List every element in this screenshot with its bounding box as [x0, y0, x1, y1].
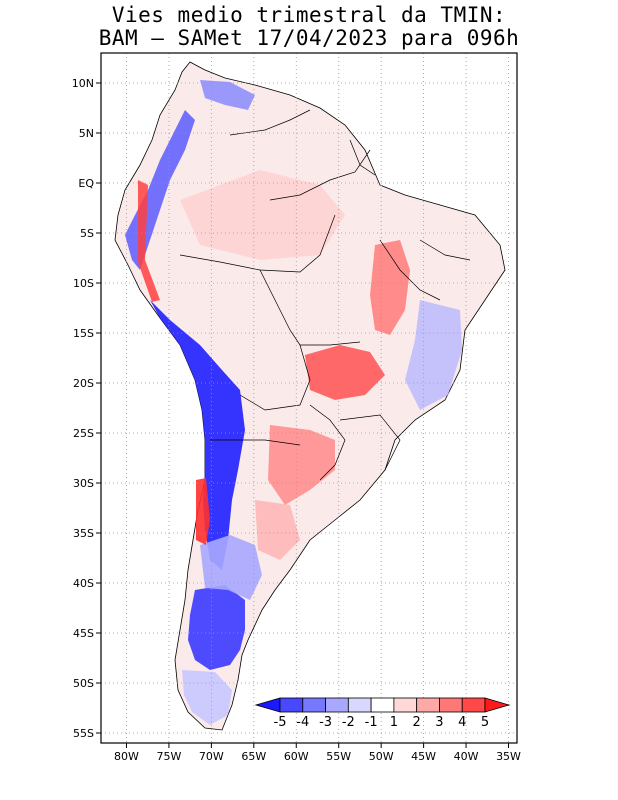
- lat-tick-label: 30S: [73, 477, 94, 490]
- colorbar-swatch: [347, 697, 372, 713]
- lat-tick-label: 20S: [73, 377, 94, 390]
- patagonia-blue: [188, 585, 245, 670]
- lon-tick-label: 65W: [241, 750, 266, 763]
- chile-red-strip: [196, 478, 210, 545]
- amazon-light-pink: [180, 170, 345, 260]
- map-title-line1: Vies medio trimestral da TMIN:: [111, 3, 507, 27]
- lat-tick-label: 25S: [73, 427, 94, 440]
- colorbar-swatch: [439, 697, 463, 713]
- andes-red-strip: [138, 180, 160, 302]
- lat-tick-label: 5S: [80, 227, 94, 240]
- colorbar-level-label: 1: [390, 715, 398, 730]
- colorbar-swatch: [461, 697, 486, 713]
- lon-tick-label: 60W: [284, 750, 309, 763]
- lat-tick-label: 35S: [73, 527, 94, 540]
- colorbar-level-label: 5: [481, 715, 489, 730]
- colorbar-level-label: 2: [413, 715, 421, 730]
- lat-tick-label: 10S: [73, 277, 94, 290]
- colorbar-swatch: [393, 697, 418, 713]
- map-title-line2: BAM – SAMet 17/04/2023 para 096h: [98, 26, 520, 50]
- northeast-positive-bias: [370, 240, 410, 335]
- lon-tick-label: 70W: [199, 750, 224, 763]
- lat-tick-label: 5N: [79, 127, 94, 140]
- lat-tick-label: 15S: [73, 327, 94, 340]
- colorbar-swatch: [325, 697, 349, 713]
- colorbar-swatch: [370, 697, 395, 713]
- colorbar-level-label: -1: [365, 715, 378, 730]
- south-positive-light: [255, 500, 300, 560]
- colorbar-level-label: -3: [319, 715, 332, 730]
- colorbar-swatch: [279, 697, 304, 713]
- caribbean-blue: [200, 80, 255, 110]
- lon-tick-label: 75W: [156, 750, 181, 763]
- colorbar-level-label: -2: [342, 715, 355, 730]
- latitude-axis: 10N 5N EQ 5S 10S 15S 20S 25S 30S 35S 40S 45S 50S 55S: [72, 77, 101, 740]
- lat-tick-label: 10N: [72, 77, 94, 90]
- colorbar: -5 -4 -3 -2 -1 1 2 3 4 5: [254, 697, 511, 730]
- south-tip-light: [182, 670, 232, 725]
- colorbar-level-label: -5: [274, 715, 287, 730]
- map-frame: [100, 52, 518, 744]
- lon-tick-label: 40W: [454, 750, 479, 763]
- colorbar-level-label: 3: [435, 715, 443, 730]
- lon-tick-label: 55W: [326, 750, 351, 763]
- lat-tick-label: 55S: [73, 727, 94, 740]
- longitude-axis: 80W 75W 70W 65W 60W 55W 50W 45W 40W 35W: [114, 743, 521, 763]
- lon-tick-label: 80W: [114, 750, 139, 763]
- central-positive-bias: [305, 345, 385, 400]
- colorbar-swatch: [302, 697, 326, 713]
- east-coast-negative: [405, 300, 462, 410]
- south-positive-bias: [268, 425, 335, 505]
- lon-tick-label: 35W: [496, 750, 521, 763]
- lat-tick-label: 40S: [73, 577, 94, 590]
- colorbar-level-label: -4: [296, 715, 309, 730]
- colorbar-swatch: [416, 697, 440, 713]
- lat-tick-label: 50S: [73, 677, 94, 690]
- lon-tick-label: 45W: [411, 750, 436, 763]
- lat-tick-label: 45S: [73, 627, 94, 640]
- lat-tick-label: EQ: [78, 177, 94, 190]
- country-borders: [179, 109, 471, 481]
- patagonia-light-blue: [200, 535, 262, 600]
- andes-negative-bias: [150, 300, 245, 570]
- graticule: [101, 53, 517, 743]
- lon-tick-label: 50W: [369, 750, 394, 763]
- colorbar-level-label: 4: [458, 715, 466, 730]
- colorbar-right-arrow: [484, 697, 511, 713]
